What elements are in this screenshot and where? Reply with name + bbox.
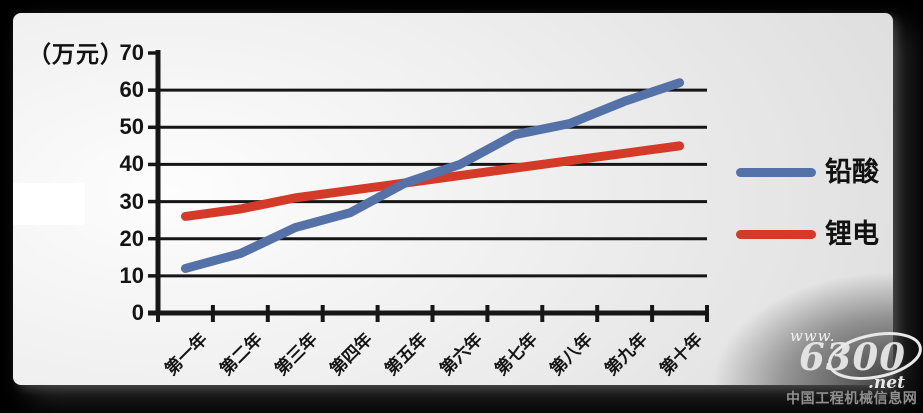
lead-acid-line-swatch (736, 167, 816, 177)
legend-item-lithium: 锂电 (736, 219, 879, 249)
legend-item-lead-acid: 铅酸 (736, 157, 879, 187)
watermark-caption-text: 中国工程机械信息网 (786, 390, 918, 406)
chart-plot (148, 50, 709, 322)
corner-shadow (663, 245, 893, 385)
lithium-line (180, 141, 685, 221)
lithium-line-swatch (736, 229, 816, 239)
watermark-www-text: www. (790, 327, 836, 345)
y-axis-tick-label: 10 (119, 262, 144, 288)
watermark-net-text: .net (868, 373, 905, 393)
y-axis-tick-label: 40 (119, 151, 144, 177)
y-axis-tick-label: 20 (119, 225, 144, 251)
watermark-6300net: www. 6300 .net 中国工程机械信息网 (765, 313, 923, 413)
legend-label-lead-acid: 铅酸 (825, 157, 879, 187)
lead-acid-line (180, 78, 685, 273)
y-axis-tick-label: 30 (119, 188, 144, 214)
chart-canvas: （万元） 0 10 20 30 40 50 60 70 第一年 第二年 第三年 第四年 第五年 第六年第… (13, 13, 922, 406)
y-axis-tick-label: 60 (119, 77, 144, 103)
y-axis-tick-label: 0 (131, 300, 144, 325)
y-axis-tick-label: 50 (119, 114, 144, 140)
y-axis-tick-label: 70 (119, 40, 144, 65)
legend-label-lithium: 锂电 (825, 219, 879, 249)
y-axis-unit-label: （万元） (28, 41, 124, 67)
white-patch-overlay (13, 183, 85, 225)
watermark-ellipse-icon (828, 332, 922, 380)
